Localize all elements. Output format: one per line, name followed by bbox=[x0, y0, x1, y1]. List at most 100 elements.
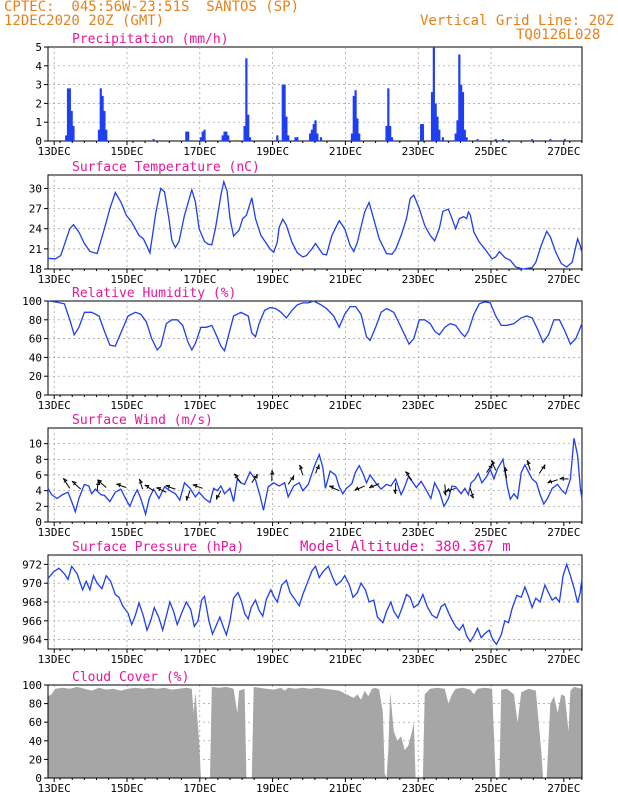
rh-xtick-label: 27DEC bbox=[547, 399, 580, 412]
temp-xtick-label: 25DEC bbox=[474, 273, 507, 286]
cloud-xtick-label: 17DEC bbox=[183, 782, 216, 795]
precip-bar bbox=[494, 139, 497, 141]
rh-ytick-label: 0 bbox=[35, 389, 42, 402]
pres-xtick-label: 19DEC bbox=[256, 653, 289, 666]
temp-xtick-label: 27DEC bbox=[547, 273, 580, 286]
rh-xtick-label: 19DEC bbox=[256, 399, 289, 412]
precip-ytick-label: 3 bbox=[35, 79, 42, 92]
pres-xtick-label: 21DEC bbox=[329, 653, 362, 666]
precip-bar bbox=[70, 110, 73, 141]
cloud-xtick-label: 15DEC bbox=[110, 782, 143, 795]
wind-arrow bbox=[186, 490, 191, 501]
wind-arrowhead bbox=[185, 495, 190, 501]
wind-arrowhead bbox=[116, 483, 122, 488]
rh-xtick-label: 13DEC bbox=[38, 399, 71, 412]
rh-ytick-label: 100 bbox=[22, 295, 42, 308]
header-code: TQ0126L028 bbox=[516, 27, 601, 43]
cloud-ytick-label: 40 bbox=[29, 735, 42, 748]
wind-arrowhead bbox=[354, 486, 360, 491]
precip-bar bbox=[463, 129, 466, 141]
cloud-xtick-label: 19DEC bbox=[256, 782, 289, 795]
pres-ytick-label: 966 bbox=[22, 615, 42, 628]
precip-xtick-label: 19DEC bbox=[256, 145, 289, 158]
wind-arrowhead bbox=[270, 470, 275, 475]
wind-xtick-label: 15DEC bbox=[110, 526, 143, 539]
pres-ytick-label: 972 bbox=[22, 558, 42, 571]
precip-bar bbox=[243, 125, 246, 141]
precip-bar bbox=[465, 137, 468, 141]
rh-xtick-label: 21DEC bbox=[329, 399, 362, 412]
cloud-frame-top bbox=[47, 684, 583, 779]
precip-bar bbox=[103, 110, 106, 141]
wind-arrowhead bbox=[368, 484, 374, 489]
wind-xtick-label: 23DEC bbox=[402, 526, 435, 539]
precip-bar bbox=[152, 139, 155, 141]
wind-arrow bbox=[405, 471, 413, 481]
wind-arrow bbox=[138, 479, 144, 490]
temp-xtick-label: 15DEC bbox=[110, 273, 143, 286]
precip-bar bbox=[430, 92, 434, 141]
precip-bar bbox=[420, 124, 423, 141]
wind-ytick-label: 8 bbox=[35, 453, 42, 466]
wind-arrowhead bbox=[138, 478, 144, 484]
wind-arrow bbox=[547, 479, 558, 484]
wind-ytick-label: 10 bbox=[29, 438, 42, 451]
precip-bar bbox=[350, 133, 354, 141]
precip-bar bbox=[276, 135, 279, 141]
precip-bar bbox=[438, 129, 441, 141]
wind-arrow bbox=[299, 464, 304, 476]
wind-ytick-label: 0 bbox=[35, 516, 42, 529]
precip-bar bbox=[281, 84, 284, 141]
rh-xtick-label: 25DEC bbox=[474, 399, 507, 412]
precip-bar bbox=[221, 135, 224, 141]
precip-ytick-label: 1 bbox=[35, 116, 42, 129]
wind-arrow bbox=[486, 463, 493, 473]
wind-arrow bbox=[71, 481, 82, 490]
precip-bar bbox=[432, 47, 435, 141]
precip-bar bbox=[65, 135, 68, 141]
pres-xtick-label: 17DEC bbox=[183, 653, 216, 666]
wind-arrowhead bbox=[216, 494, 220, 500]
wind-arrowhead bbox=[71, 480, 77, 486]
rh-xtick-label: 17DEC bbox=[183, 399, 216, 412]
temp-xtick-label: 17DEC bbox=[183, 273, 216, 286]
temp-ytick-label: 30 bbox=[29, 182, 42, 195]
wind-arrowhead bbox=[192, 483, 198, 488]
precip-bar bbox=[358, 133, 361, 141]
precip-ytick-label: 0 bbox=[35, 135, 42, 148]
temp-xtick-label: 19DEC bbox=[256, 273, 289, 286]
wind-arrow bbox=[216, 490, 222, 500]
wind-arrowhead bbox=[234, 473, 239, 479]
wind-arrowhead bbox=[541, 464, 546, 470]
precip-bar bbox=[101, 95, 104, 141]
wind-arrow bbox=[538, 464, 546, 474]
precip-bar bbox=[72, 125, 75, 141]
wind-arrowhead bbox=[488, 463, 493, 469]
pres-ytick-label: 970 bbox=[22, 577, 42, 590]
precip-bar bbox=[245, 58, 248, 141]
wind-arrow bbox=[156, 487, 167, 493]
temp-ytick-label: 24 bbox=[29, 223, 43, 236]
precip-title: Precipitation (mm/h) bbox=[72, 32, 229, 47]
precip-bar bbox=[185, 131, 188, 141]
temp-xtick-label: 13DEC bbox=[38, 273, 71, 286]
wind-xtick-label: 25DEC bbox=[474, 526, 507, 539]
precip-bar bbox=[296, 137, 299, 141]
precip-bar bbox=[352, 95, 355, 141]
temp-xtick-label: 23DEC bbox=[402, 273, 435, 286]
precip-bar bbox=[227, 135, 230, 141]
precip-bar bbox=[294, 137, 297, 141]
wind-arrow bbox=[165, 485, 176, 490]
cloud-ytick-label: 60 bbox=[29, 716, 42, 729]
wind-arrowhead bbox=[97, 479, 103, 484]
wind-arrow bbox=[62, 478, 71, 489]
precip-bar bbox=[356, 118, 359, 141]
precip-ytick-label: 2 bbox=[35, 97, 42, 110]
wind-ytick-label: 6 bbox=[35, 469, 42, 482]
wind-arrowhead bbox=[490, 460, 496, 465]
wind-arrowhead bbox=[253, 473, 258, 479]
rh-ytick-label: 20 bbox=[29, 370, 42, 383]
wind-arrowhead bbox=[469, 493, 475, 499]
precip-bar bbox=[312, 124, 315, 141]
precip-bar bbox=[385, 125, 388, 141]
